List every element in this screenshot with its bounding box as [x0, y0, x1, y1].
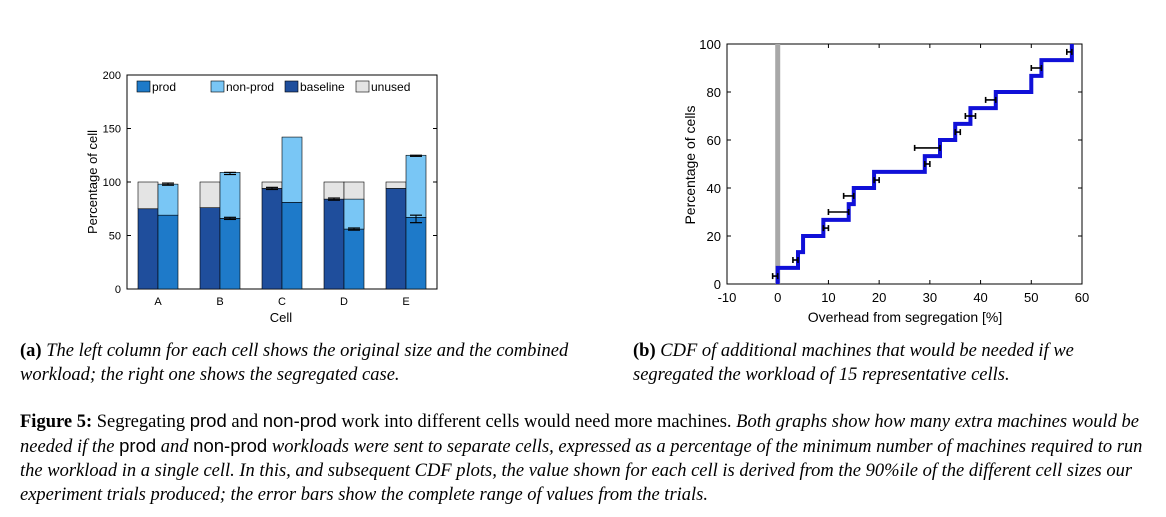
bar-unused	[385, 181, 407, 189]
right-ytick-label: 20	[707, 229, 721, 244]
figure-body-2: workloads were sent to separate cells, e…	[20, 437, 1143, 505]
bar-prod	[219, 218, 241, 290]
figure-title-and: and	[231, 412, 259, 432]
bar-unused	[137, 181, 159, 210]
left-xtick-label: D	[340, 296, 348, 308]
cdf-step-line	[775, 44, 1074, 284]
left-ytick-label: 100	[103, 177, 121, 189]
right-ytick-label: 80	[707, 85, 721, 100]
bar-prod	[281, 202, 303, 290]
figure-label: Figure 5:	[20, 412, 93, 432]
right-ytick-label: 60	[707, 133, 721, 148]
figure-title-2: work into different cells would need mor…	[341, 412, 732, 432]
right-xtick-label: -10	[718, 290, 737, 305]
left-xtick-label: A	[154, 296, 162, 308]
right-xtick-label: 40	[973, 290, 987, 305]
legend-label-unused: unused	[371, 80, 410, 94]
caption-a: (a) The left column for each cell shows …	[20, 339, 580, 387]
bar-baseline	[199, 207, 221, 290]
left-ytick-label: 150	[103, 124, 121, 136]
bar-non-prod	[157, 183, 179, 216]
right-xtick-label: 20	[872, 290, 886, 305]
right-xtick-label: 10	[821, 290, 835, 305]
right-xtick-label: 60	[1075, 290, 1089, 305]
right-ytick-label: 40	[707, 181, 721, 196]
right-xtick-label: 0	[774, 290, 781, 305]
right-ylabel: Percentage of cells	[682, 105, 698, 224]
figure-body-nonprod: non-prod	[193, 435, 268, 456]
bar-prod	[343, 228, 365, 290]
legend-swatch-unused	[355, 80, 370, 93]
left-ytick-label: 50	[109, 231, 121, 243]
bar-prod	[157, 214, 179, 290]
figure-title-1: Segregating	[96, 412, 186, 432]
bar-non-prod	[281, 136, 303, 203]
figure-body-prod: prod	[119, 435, 157, 456]
left-xlabel: Cell	[270, 310, 293, 325]
bar-baseline	[137, 208, 159, 290]
figure-body-and: and	[160, 437, 189, 457]
right-ytick-label: 0	[714, 277, 721, 292]
bar-non-prod	[219, 172, 241, 219]
legend-swatch-baseline	[284, 80, 299, 93]
caption-a-text: The left column for each cell shows the …	[20, 341, 569, 385]
legend-swatch-non-prod	[210, 80, 225, 93]
figure-body-1: Both graphs show how many extra machines…	[20, 412, 1140, 457]
figure-caption: Figure 5: Segregating prod and non-prod …	[20, 409, 1148, 507]
left-xtick-label: C	[278, 296, 286, 308]
left-ytick-label: 200	[103, 70, 121, 82]
bar-non-prod	[343, 198, 365, 230]
left-ylabel: Percentage of cell	[85, 130, 100, 234]
bar-baseline	[323, 198, 345, 290]
right-xtick-label: 50	[1024, 290, 1038, 305]
bar-baseline	[385, 188, 407, 290]
bar-unused	[323, 181, 345, 200]
figure-title-nonprod: non-prod	[262, 410, 337, 431]
right-xlabel: Overhead from segregation [%]	[808, 309, 1003, 325]
caption-a-label: (a)	[20, 341, 42, 361]
left-xtick-label: B	[216, 296, 223, 308]
caption-b: (b) CDF of additional machines that woul…	[633, 339, 1148, 387]
figure-title-prod: prod	[189, 410, 227, 431]
legend-swatch-prod	[136, 80, 151, 93]
legend-label-non-prod: non-prod	[226, 80, 274, 94]
bar-baseline	[261, 188, 283, 290]
right-plot-frame	[726, 43, 1083, 285]
legend-label-prod: prod	[152, 80, 176, 94]
bar-prod	[405, 217, 427, 290]
left-xtick-label: E	[402, 296, 409, 308]
bar-non-prod	[405, 154, 427, 218]
legend-label-baseline: baseline	[300, 80, 345, 94]
right-ytick-label: 100	[699, 37, 721, 52]
caption-b-label: (b)	[633, 341, 656, 361]
left-ytick-label: 0	[115, 284, 121, 296]
caption-b-text: CDF of additional machines that would be…	[633, 341, 1074, 385]
right-xtick-label: 30	[923, 290, 937, 305]
bar-unused	[199, 181, 221, 208]
